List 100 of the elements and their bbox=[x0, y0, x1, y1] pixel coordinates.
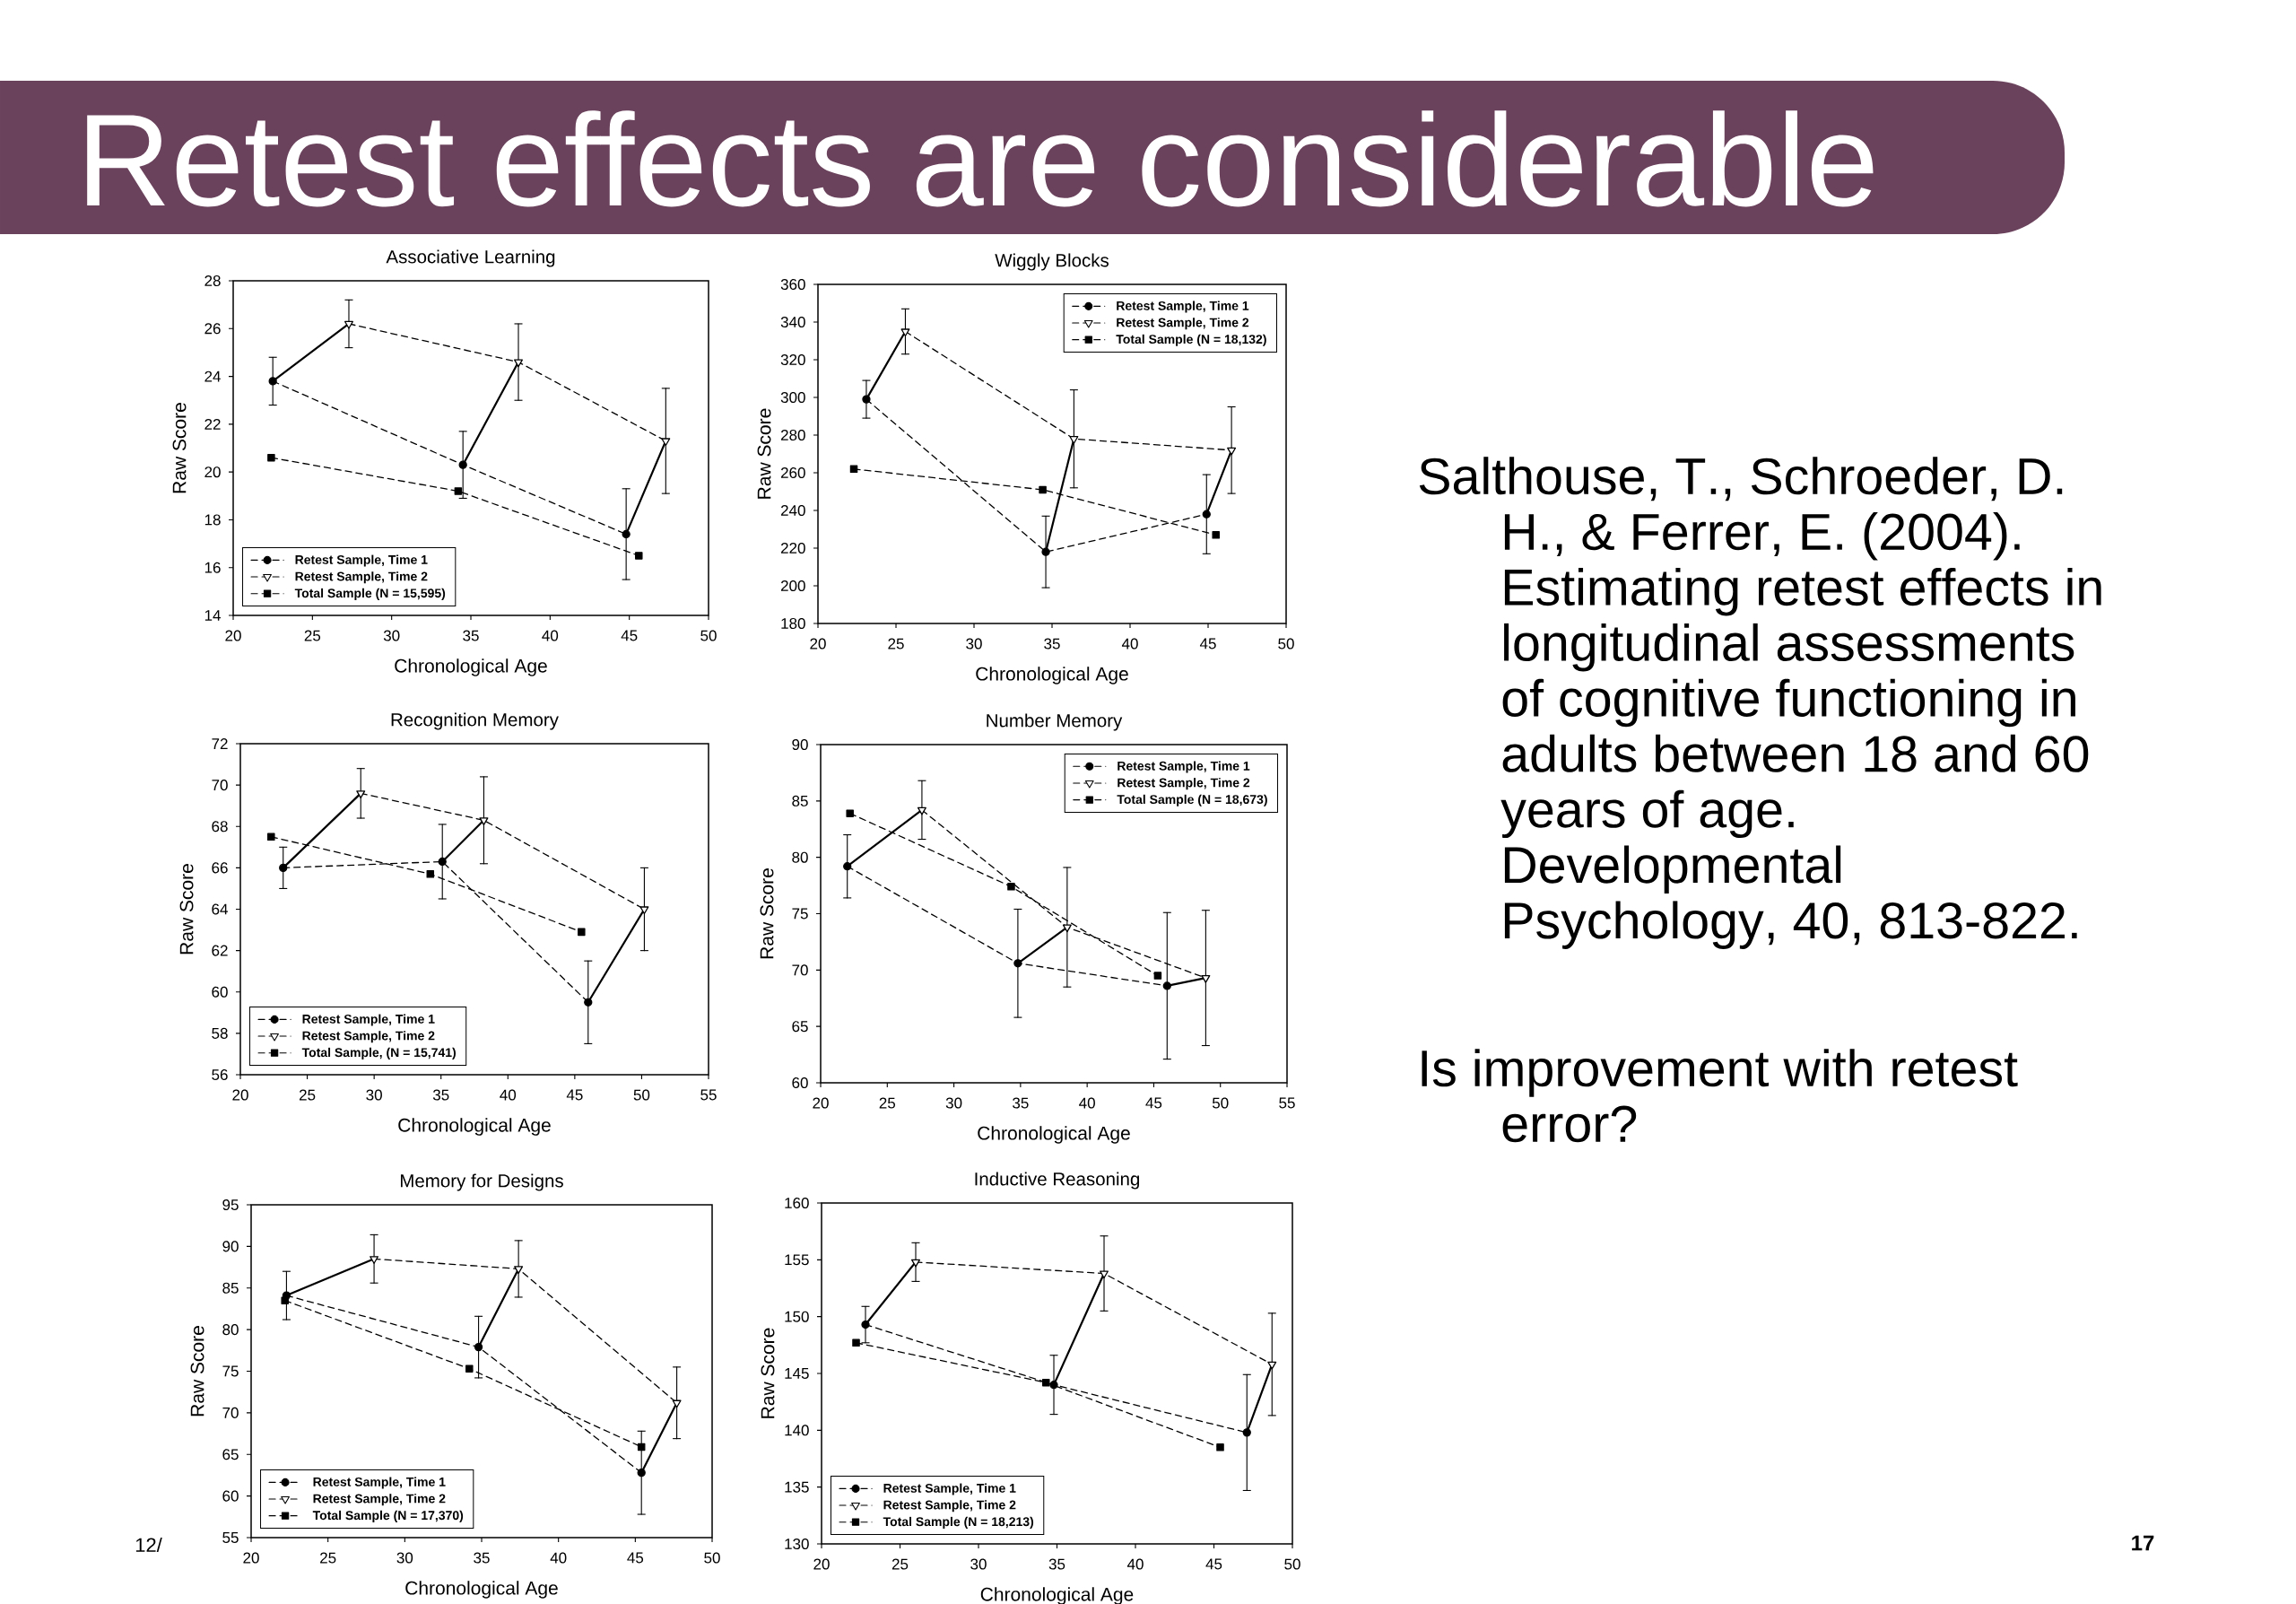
legend-label: Retest Sample, Time 1 bbox=[1118, 761, 1250, 773]
x-tick-label: 45 bbox=[1199, 638, 1216, 649]
y-tick-label: 55 bbox=[222, 1532, 239, 1543]
y-tick-label: 320 bbox=[780, 353, 805, 366]
y-tick-label: 145 bbox=[785, 1368, 809, 1379]
legend-label: Retest Sample, Time 2 bbox=[295, 571, 428, 584]
y-axis-title: Raw Score bbox=[757, 408, 771, 499]
y-tick-label: 18 bbox=[204, 514, 221, 526]
y-tick-label: 135 bbox=[785, 1481, 809, 1493]
y-tick-label: 90 bbox=[222, 1241, 239, 1252]
x-tick-label: 40 bbox=[542, 630, 559, 641]
x-axis-title: Chronological Age bbox=[980, 1587, 1134, 1604]
x-tick-label: 25 bbox=[299, 1089, 316, 1101]
x-tick-label: 35 bbox=[1044, 638, 1060, 649]
x-tick-label: 30 bbox=[970, 1558, 987, 1570]
x-tick-label: 35 bbox=[1048, 1558, 1065, 1570]
y-tick-label: 80 bbox=[222, 1324, 239, 1336]
text: 12/ bbox=[135, 1537, 162, 1553]
x-tick-label: 25 bbox=[304, 630, 321, 641]
x-tick-label: 40 bbox=[1121, 638, 1138, 649]
x-tick-label: 45 bbox=[1145, 1097, 1162, 1109]
y-tick-label: 75 bbox=[792, 908, 808, 920]
x-tick-label: 25 bbox=[320, 1552, 336, 1564]
x-tick-label: 40 bbox=[550, 1552, 567, 1564]
text: Is improvement with retest error? bbox=[1422, 1049, 2018, 1143]
legend-label: Total Sample (N = 18,213) bbox=[883, 1516, 1034, 1529]
y-axis-title: Raw Score bbox=[172, 403, 187, 493]
legend-label: Retest Sample, Time 2 bbox=[302, 1031, 435, 1043]
y-tick-label: 80 bbox=[792, 851, 808, 863]
x-axis-title: Chronological Age bbox=[978, 1126, 1130, 1144]
y-tick-label: 24 bbox=[204, 370, 221, 382]
y-tick-label: 66 bbox=[212, 862, 228, 874]
x-tick-label: 25 bbox=[891, 1558, 909, 1570]
y-tick-label: 130 bbox=[785, 1538, 809, 1550]
y-axis-title: Raw Score bbox=[760, 868, 774, 959]
x-tick-label: 25 bbox=[879, 1097, 896, 1109]
x-tick-label: 20 bbox=[813, 1558, 830, 1570]
x-tick-label: 35 bbox=[432, 1089, 449, 1101]
x-axis-title: Chronological Age bbox=[405, 1581, 558, 1599]
y-tick-label: 26 bbox=[204, 323, 221, 335]
y-tick-label: 180 bbox=[781, 617, 805, 630]
y-tick-label: 60 bbox=[222, 1490, 239, 1502]
x-tick-label: 20 bbox=[810, 638, 826, 649]
legend-label: Retest Sample, Time 2 bbox=[1118, 778, 1250, 790]
legend-label: Retest Sample, Time 1 bbox=[1117, 301, 1249, 313]
y-tick-label: 85 bbox=[792, 795, 808, 806]
y-tick-label: 22 bbox=[204, 418, 221, 430]
x-tick-label: 40 bbox=[1079, 1097, 1095, 1109]
x-tick-label: 45 bbox=[621, 630, 638, 641]
x-tick-label: 30 bbox=[966, 638, 982, 649]
legend-label: Retest Sample, Time 1 bbox=[295, 554, 428, 567]
y-tick-label: 160 bbox=[785, 1197, 809, 1209]
y-tick-label: 340 bbox=[780, 316, 805, 328]
y-tick-label: 200 bbox=[780, 580, 805, 592]
legend-label: Total Sample (N = 15,595) bbox=[294, 588, 446, 600]
x-tick-label: 45 bbox=[1205, 1558, 1222, 1570]
text: Salthouse, T., Schroeder, D. H., & Ferrer, E. (2004). Estimating retest effects in longitudinal assessments of cognitive functioning in adults between 18 and 60 years of age. Developmental Psychology, 40, 813-822. bbox=[1419, 457, 2101, 949]
y-tick-label: 75 bbox=[222, 1365, 239, 1377]
y-tick-label: 300 bbox=[780, 391, 805, 404]
x-tick-label: 35 bbox=[474, 1552, 490, 1564]
x-tick-label: 50 bbox=[704, 1552, 720, 1564]
legend-label: Retest Sample, Time 1 bbox=[302, 1014, 435, 1026]
x-tick-label: 40 bbox=[500, 1089, 517, 1101]
x-tick-label: 50 bbox=[700, 630, 717, 641]
y-tick-label: 20 bbox=[204, 466, 221, 478]
chart-title: Memory for Designs bbox=[400, 1173, 563, 1191]
y-tick-label: 70 bbox=[222, 1407, 239, 1418]
y-tick-label: 140 bbox=[785, 1425, 809, 1436]
legend-label: Retest Sample, Time 1 bbox=[313, 1477, 446, 1489]
y-tick-label: 70 bbox=[792, 964, 808, 976]
y-axis-title: Raw Score bbox=[761, 1328, 775, 1418]
y-tick-label: 280 bbox=[780, 429, 805, 441]
legend-label: Retest Sample, Time 1 bbox=[883, 1483, 1016, 1495]
x-tick-label: 45 bbox=[627, 1552, 644, 1564]
x-tick-label: 50 bbox=[1284, 1558, 1300, 1570]
x-tick-label: 50 bbox=[633, 1089, 650, 1101]
y-tick-label: 220 bbox=[780, 542, 805, 554]
x-axis-title: Chronological Age bbox=[976, 667, 1128, 684]
y-tick-label: 95 bbox=[222, 1199, 239, 1211]
x-tick-label: 35 bbox=[463, 630, 479, 641]
y-tick-label: 155 bbox=[785, 1254, 809, 1266]
x-tick-label: 25 bbox=[888, 638, 904, 649]
y-tick-label: 16 bbox=[204, 562, 221, 573]
x-tick-label: 30 bbox=[396, 1552, 413, 1564]
x-tick-label: 55 bbox=[1279, 1097, 1295, 1109]
chart-title: Recognition Memory bbox=[391, 712, 559, 730]
y-tick-label: 56 bbox=[212, 1068, 228, 1081]
legend-label: Total Sample (N = 18,673) bbox=[1117, 794, 1267, 806]
x-tick-label: 30 bbox=[366, 1089, 382, 1101]
y-tick-label: 150 bbox=[785, 1311, 809, 1322]
y-tick-label: 68 bbox=[212, 821, 228, 833]
legend-label: Total Sample (N = 18,132) bbox=[1116, 334, 1266, 346]
legend-label: Retest Sample, Time 2 bbox=[883, 1500, 1016, 1512]
x-tick-label: 30 bbox=[945, 1097, 962, 1109]
x-tick-label: 40 bbox=[1126, 1558, 1144, 1570]
y-tick-label: 240 bbox=[780, 504, 805, 517]
y-tick-label: 62 bbox=[212, 945, 228, 956]
legend-label: Retest Sample, Time 2 bbox=[313, 1494, 446, 1506]
legend-label: Total Sample (N = 17,370) bbox=[312, 1510, 464, 1522]
x-tick-label: 20 bbox=[232, 1089, 248, 1101]
